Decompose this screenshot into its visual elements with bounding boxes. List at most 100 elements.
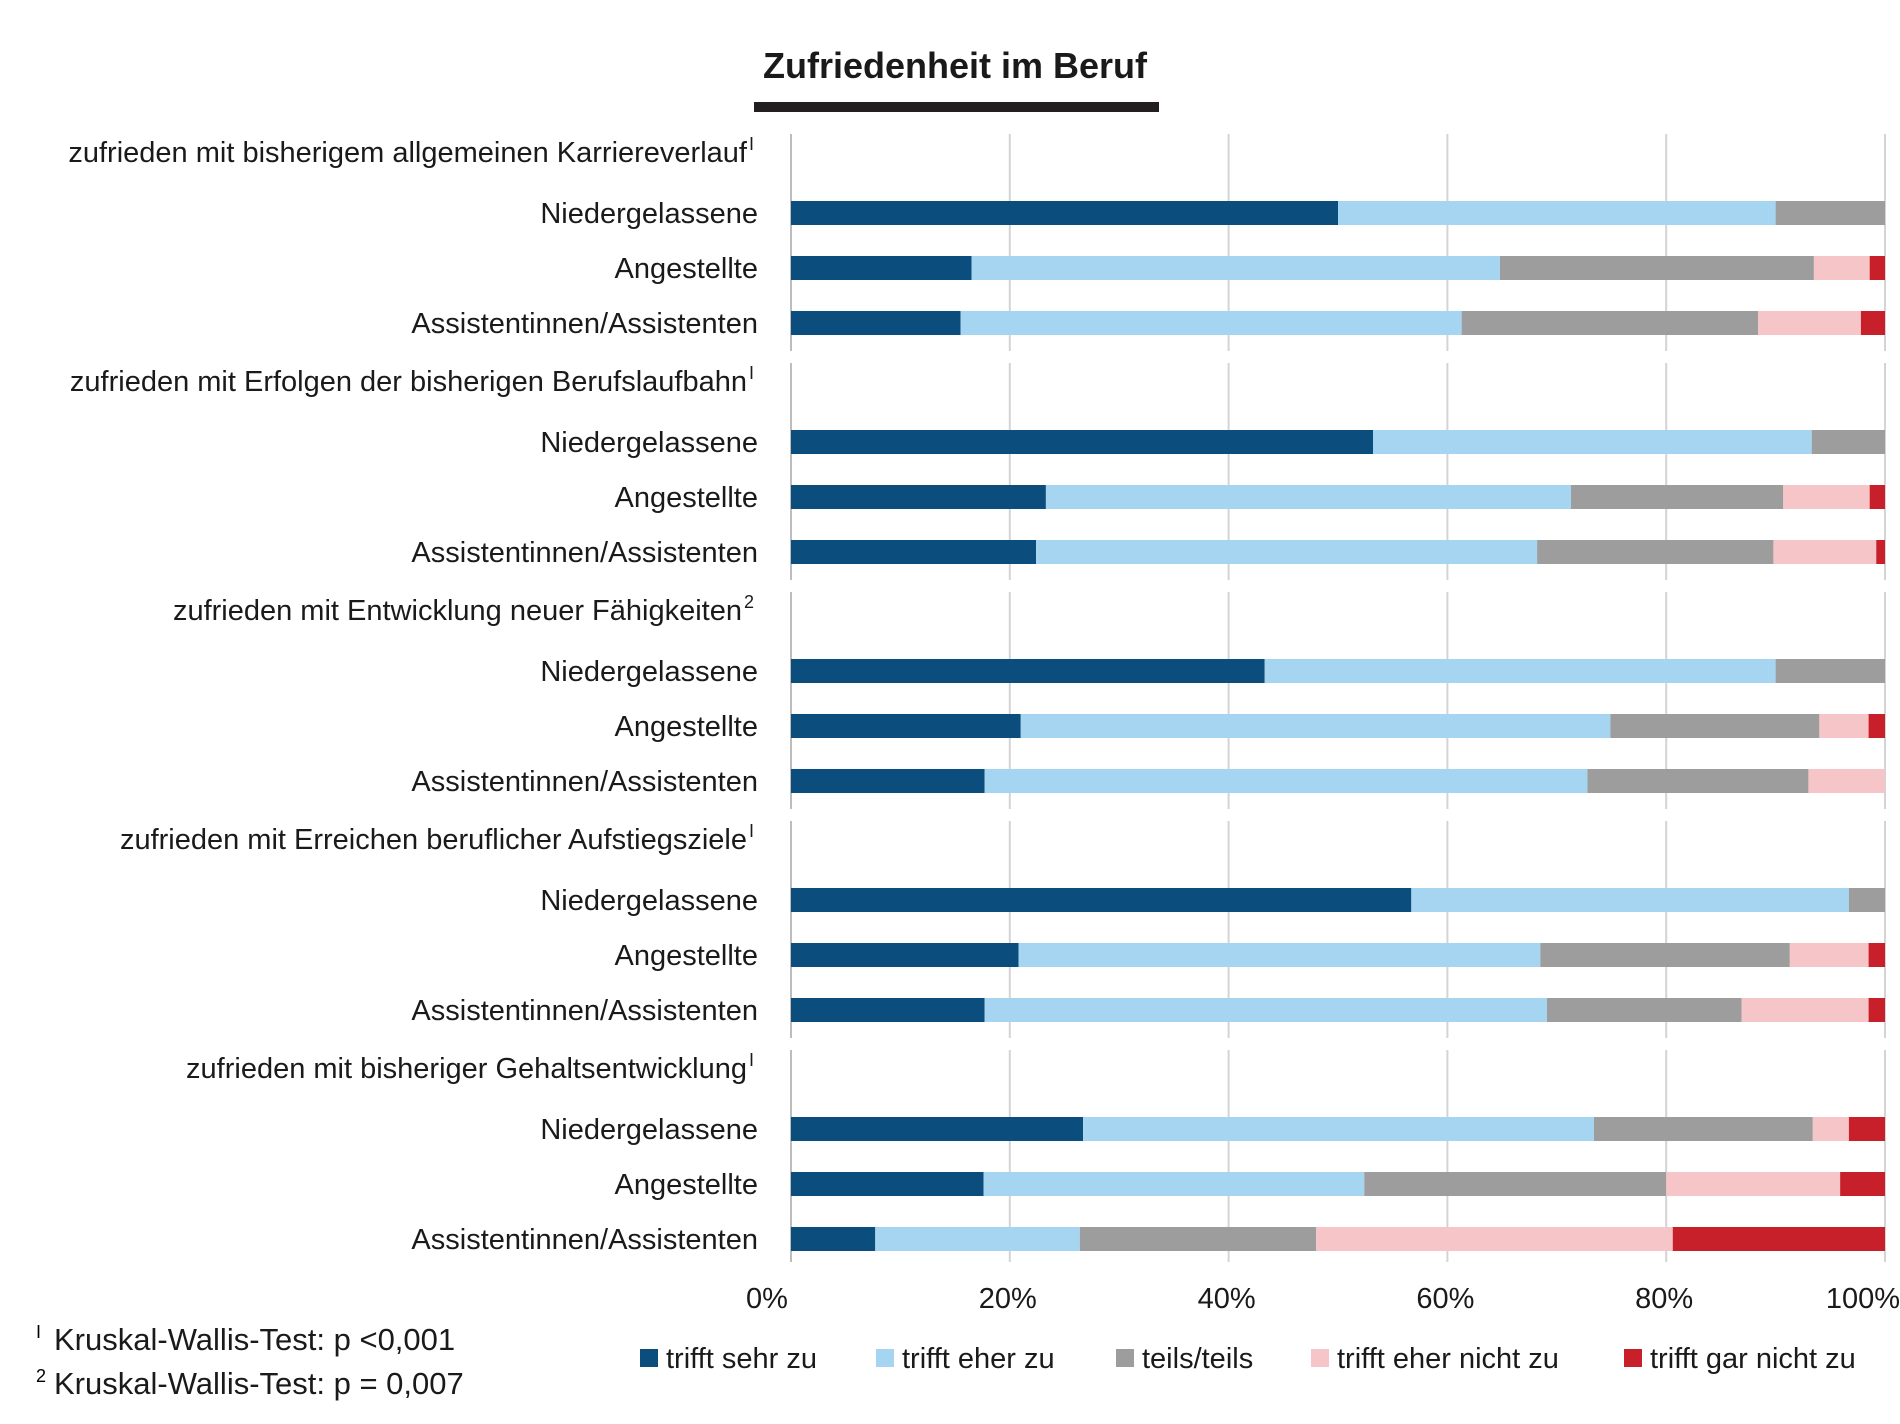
bar-segment-trifft-gar-nicht-zu	[1869, 485, 1885, 509]
chart-legend: trifft sehr zu trifft eher zu teils/teils t…	[640, 1343, 1856, 1375]
row-label: Angestellte	[615, 711, 759, 743]
row-label: Assistentinnen/Assistenten	[411, 537, 758, 569]
x-tick-label: 80%	[1635, 1283, 1693, 1315]
bar-segment-trifft-gar-nicht-zu	[1848, 1117, 1885, 1141]
bar-segment-trifft-gar-nicht-zu	[1672, 1227, 1885, 1251]
bar-segment-trifft-eher-nicht-zu	[1789, 943, 1869, 967]
chart-bars	[791, 201, 1885, 1251]
bar-segment-teils-teils	[1364, 1172, 1667, 1196]
footnote-mark: I	[749, 134, 754, 154]
bar-segment-trifft-gar-nicht-zu	[1876, 540, 1885, 564]
row-label: Assistentinnen/Assistenten	[411, 766, 758, 798]
bar-segment-teils-teils	[1540, 943, 1790, 967]
bar-segment-trifft-sehr-zu	[791, 485, 1046, 509]
bar-segment-teils-teils	[1587, 769, 1809, 793]
bar-segment-trifft-eher-nicht-zu	[1808, 769, 1885, 793]
bar-segment-teils-teils	[1775, 201, 1885, 225]
legend-swatch	[640, 1349, 658, 1367]
bar-segment-teils-teils	[1499, 256, 1814, 280]
row-label: Angestellte	[615, 482, 759, 514]
bar-segment-teils-teils	[1775, 659, 1885, 683]
bar-segment-trifft-eher-zu	[1020, 714, 1611, 738]
bar-segment-teils-teils	[1811, 430, 1885, 454]
bar-segment-trifft-sehr-zu	[791, 1172, 984, 1196]
bar-segment-trifft-sehr-zu	[791, 256, 972, 280]
bar-segment-trifft-eher-zu	[875, 1227, 1080, 1251]
bar-segment-trifft-sehr-zu	[791, 201, 1338, 225]
bar-segment-trifft-eher-nicht-zu	[1758, 311, 1861, 335]
x-tick-label: 20%	[979, 1283, 1037, 1315]
bar-segment-trifft-eher-zu	[1045, 485, 1572, 509]
bar-segment-trifft-sehr-zu	[791, 998, 985, 1022]
bar-segment-trifft-sehr-zu	[791, 311, 961, 335]
bar-segment-trifft-eher-nicht-zu	[1773, 540, 1877, 564]
bar-segment-trifft-eher-zu	[1373, 430, 1812, 454]
bar-segment-trifft-eher-zu	[983, 1172, 1365, 1196]
bar-segment-trifft-eher-nicht-zu	[1783, 485, 1870, 509]
bar-segment-trifft-sehr-zu	[791, 659, 1265, 683]
row-label: Assistentinnen/Assistenten	[411, 308, 758, 340]
bar-segment-trifft-eher-zu	[1264, 659, 1776, 683]
group-label: zufrieden mit bisherigem allgemeinen Kar…	[68, 134, 754, 169]
row-label: Niedergelassene	[540, 198, 758, 230]
bar-segment-trifft-sehr-zu	[791, 430, 1374, 454]
bar-segment-trifft-gar-nicht-zu	[1868, 998, 1885, 1022]
footnote-mark: I	[749, 821, 754, 841]
legend-swatch	[1311, 1349, 1329, 1367]
bar-segment-trifft-sehr-zu	[791, 943, 1019, 967]
bar-segment-trifft-sehr-zu	[791, 769, 985, 793]
chart-title: Zufriedenheit im Beruf	[763, 45, 1148, 86]
footnote-mark: I	[749, 363, 754, 383]
bar-segment-trifft-eher-nicht-zu	[1666, 1172, 1841, 1196]
x-tick-label: 40%	[1198, 1283, 1256, 1315]
bar-segment-trifft-eher-zu	[971, 256, 1500, 280]
bar-segment-teils-teils	[1571, 485, 1784, 509]
bar-segment-teils-teils	[1610, 714, 1820, 738]
legend-label: trifft eher zu	[902, 1343, 1055, 1375]
bar-segment-trifft-eher-zu	[984, 998, 1547, 1022]
row-label: Niedergelassene	[540, 656, 758, 688]
row-label: Assistentinnen/Assistenten	[411, 1224, 758, 1256]
group-label: zufrieden mit Entwicklung neuer Fähigkei…	[173, 592, 754, 627]
x-tick-label: 100%	[1826, 1283, 1900, 1315]
chart-gridlines	[790, 134, 1886, 1262]
bar-segment-trifft-sehr-zu	[791, 540, 1037, 564]
bar-segment-trifft-eher-zu	[1338, 201, 1776, 225]
bar-segment-trifft-eher-nicht-zu	[1316, 1227, 1673, 1251]
footnote-text: Kruskal-Wallis-Test: p <0,001	[54, 1322, 455, 1357]
bar-segment-trifft-eher-zu	[984, 769, 1588, 793]
footnote-mark: I	[749, 1050, 754, 1070]
footnote-text: Kruskal-Wallis-Test: p = 0,007	[54, 1366, 464, 1401]
bar-segment-trifft-sehr-zu	[791, 714, 1021, 738]
row-label: Assistentinnen/Assistenten	[411, 995, 758, 1027]
bar-segment-trifft-eher-nicht-zu	[1819, 714, 1869, 738]
bar-segment-trifft-gar-nicht-zu	[1869, 256, 1885, 280]
bar-segment-trifft-sehr-zu	[791, 1227, 876, 1251]
legend-swatch	[1116, 1349, 1134, 1367]
bar-segment-trifft-sehr-zu	[791, 888, 1412, 912]
x-tick-label: 0%	[746, 1283, 788, 1315]
title-underline	[754, 102, 1159, 112]
legend-swatch	[876, 1349, 894, 1367]
bar-segment-trifft-sehr-zu	[791, 1117, 1084, 1141]
bar-segment-teils-teils	[1079, 1227, 1317, 1251]
legend-label: trifft eher nicht zu	[1337, 1343, 1559, 1375]
bar-segment-trifft-eher-zu	[1018, 943, 1541, 967]
bar-segment-trifft-gar-nicht-zu	[1840, 1172, 1885, 1196]
row-label: Niedergelassene	[540, 885, 758, 917]
row-label: Niedergelassene	[540, 1114, 758, 1146]
legend-label: trifft gar nicht zu	[1650, 1343, 1856, 1375]
bar-segment-teils-teils	[1593, 1117, 1813, 1141]
bar-segment-teils-teils	[1461, 311, 1759, 335]
bar-segment-teils-teils	[1537, 540, 1774, 564]
bar-segment-trifft-eher-nicht-zu	[1813, 256, 1870, 280]
row-label: Niedergelassene	[540, 427, 758, 459]
group-label: zufrieden mit Erfolgen der bisherigen Be…	[70, 363, 754, 398]
bar-segment-trifft-gar-nicht-zu	[1868, 943, 1885, 967]
footnote-mark: 2	[36, 1366, 46, 1386]
legend-swatch	[1624, 1349, 1642, 1367]
row-label: Angestellte	[615, 940, 759, 972]
bar-segment-trifft-gar-nicht-zu	[1860, 311, 1885, 335]
chart-x-ticks: 0% 20% 40% 60% 80% 100%	[746, 1283, 1900, 1315]
